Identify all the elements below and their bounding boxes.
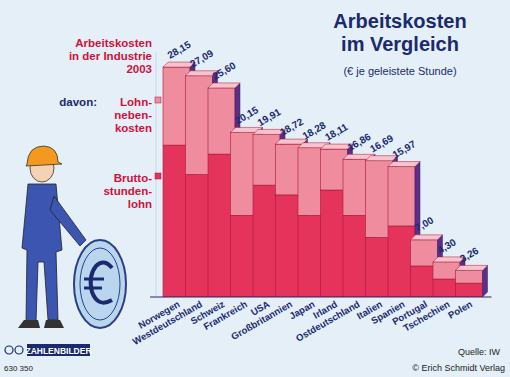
code: 630 350	[4, 364, 33, 373]
total-label: 25,60	[211, 59, 239, 81]
total-label: 3,26	[458, 245, 481, 264]
total-label: 28,15	[166, 39, 194, 61]
total-label: 18,28	[301, 119, 329, 141]
baseline	[150, 297, 492, 298]
bar-segment	[456, 270, 483, 283]
legend-entry: Lohn-neben-kosten	[114, 96, 152, 134]
title-line: Arbeitskosten	[333, 10, 466, 32]
annotation: 2003	[126, 63, 152, 75]
coin	[74, 240, 126, 328]
total-label: 16,86	[346, 131, 374, 153]
annotation: Arbeitskosten	[75, 37, 152, 49]
bar-top	[208, 83, 240, 88]
total-label: 4,30	[436, 236, 459, 255]
coin-rim	[80, 248, 120, 320]
helmet	[26, 146, 62, 166]
total-label: 19,91	[256, 106, 284, 128]
euro-arc	[91, 262, 112, 302]
publisher: © Erich Schmidt Verlag	[412, 363, 505, 373]
legend-line: neben-	[114, 109, 152, 121]
legend-title: davon:	[59, 96, 97, 108]
total-label: 15,97	[391, 138, 419, 160]
annotation: in der Industrie	[69, 50, 152, 62]
bar-segment	[456, 283, 483, 297]
bar-side	[483, 265, 488, 297]
total-label: 7,00	[413, 214, 436, 233]
legend-entry: Brutto-stunden-lohn	[103, 172, 152, 210]
total-label: 18,11	[323, 121, 350, 143]
bar-top	[456, 265, 488, 270]
bar-top	[411, 235, 443, 240]
category-label: Großbritannien	[229, 298, 294, 342]
source: Quelle: IW	[458, 347, 501, 357]
legend-line: lohn	[128, 198, 152, 210]
worker-illustration	[18, 146, 126, 328]
category-label: Ostdeutschland	[294, 298, 362, 344]
shoes	[18, 320, 64, 328]
category-label: Polen	[446, 298, 474, 321]
logo-ring	[5, 346, 13, 354]
euro-bars	[84, 279, 104, 288]
title-line: im Vergleich	[341, 33, 459, 55]
legend-line: Lohn-	[120, 96, 152, 108]
legend-swatch	[155, 173, 161, 179]
subtitle: (€ je geleistete Stunde)	[343, 65, 456, 77]
chart: 28,1527,0925,6020,1519,9118,7218,2818,11…	[0, 0, 510, 377]
title: Arbeitskostenim Vergleich	[333, 10, 466, 55]
legend-line: Brutto-	[114, 172, 152, 184]
legend-line: kosten	[115, 122, 152, 134]
chart-root: 28,1527,0925,6020,1519,9118,7218,2818,11…	[0, 0, 510, 377]
bar-top	[388, 162, 420, 167]
category-label: Tschechien	[401, 298, 451, 333]
logo-ring	[15, 346, 23, 354]
legend-line: stunden-	[103, 185, 152, 197]
total-label: 27,09	[188, 47, 216, 69]
arm	[50, 196, 86, 246]
background	[0, 0, 510, 377]
bar-segment	[388, 167, 415, 226]
bars	[163, 62, 488, 297]
total-label: 20,15	[233, 104, 261, 126]
brand: ZAHLENBILDER	[25, 346, 91, 356]
legend-swatch	[155, 97, 161, 103]
